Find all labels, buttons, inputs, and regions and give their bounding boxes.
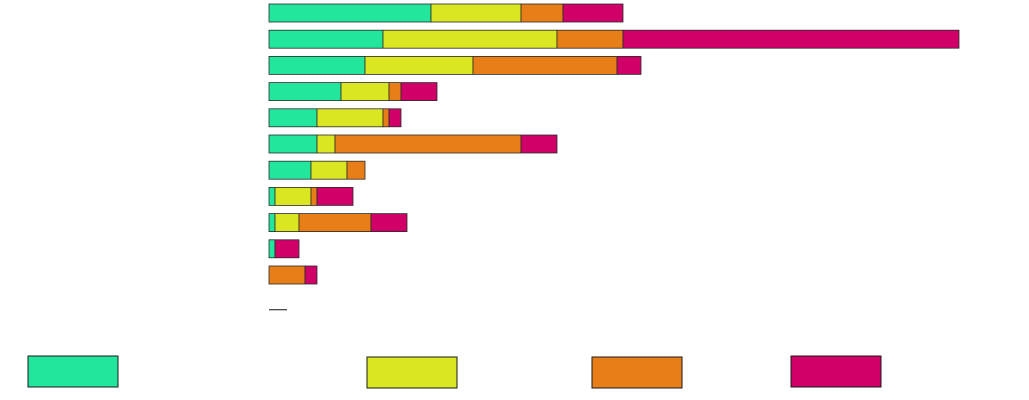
bar-segment-row9-series1 <box>268 213 276 233</box>
bar-segment-row3-series1 <box>268 56 366 75</box>
legend <box>27 355 882 389</box>
bar-segment-row10-series1 <box>268 239 276 259</box>
bar-segment-row1-series3 <box>520 3 564 23</box>
bar-segment-row11-series3 <box>268 265 306 285</box>
bar-segment-row5-series2 <box>316 108 384 128</box>
bar-segment-row2-series4 <box>622 29 960 49</box>
bar-segment-row10-series4 <box>274 239 300 259</box>
bar-segment-row1-series4 <box>562 3 624 23</box>
bar-segment-row9-series4 <box>370 213 408 233</box>
bar-segment-row3-series2 <box>364 56 474 75</box>
bar-segment-row7-series1 <box>268 160 312 180</box>
bar-segment-row5-series4 <box>388 108 402 128</box>
bar-segment-row4-series3 <box>388 82 402 101</box>
bar-segment-row9-series3 <box>298 213 372 233</box>
bars-group <box>268 3 960 311</box>
bar-segment-row3-series4 <box>616 56 642 75</box>
bar-segment-row4-series1 <box>268 82 342 101</box>
bar-segment-row8-series2 <box>274 186 312 206</box>
bar-segment-row9-series2 <box>274 213 300 233</box>
bar-segment-row5-series1 <box>268 108 318 128</box>
bar-segment-row6-series4 <box>520 134 558 154</box>
bar-segment-row2-series3 <box>556 29 624 49</box>
bar-segment-row4-series4 <box>400 82 438 101</box>
bar-segment-row7-series3 <box>346 160 366 180</box>
legend-swatch-series2 <box>366 356 458 389</box>
bar-segment-row1-series1 <box>268 3 432 23</box>
legend-swatch-series3 <box>591 356 683 389</box>
bar-segment-row3-series3 <box>472 56 618 75</box>
bar-segment-row2-series2 <box>382 29 558 49</box>
bar-segment-row8-series3 <box>310 186 318 206</box>
bar-segment-row5-series3 <box>382 108 390 128</box>
bar-segment-row8-series4 <box>316 186 354 206</box>
bar-segment-row4-series2 <box>340 82 390 101</box>
bar-segment-row1-series2 <box>430 3 522 23</box>
bar-segment-row6-series1 <box>268 134 318 154</box>
legend-swatch-series4 <box>790 355 882 388</box>
bar-segment-row7-series2 <box>310 160 348 180</box>
bar-segment-row6-series3 <box>334 134 522 154</box>
bar-segment-row11-series4 <box>304 265 318 285</box>
bar-segment-row6-series2 <box>316 134 336 154</box>
bar-segment-row2-series1 <box>268 29 384 49</box>
bar-segment-row8-series1 <box>268 186 276 206</box>
legend-swatch-series1 <box>27 355 119 388</box>
